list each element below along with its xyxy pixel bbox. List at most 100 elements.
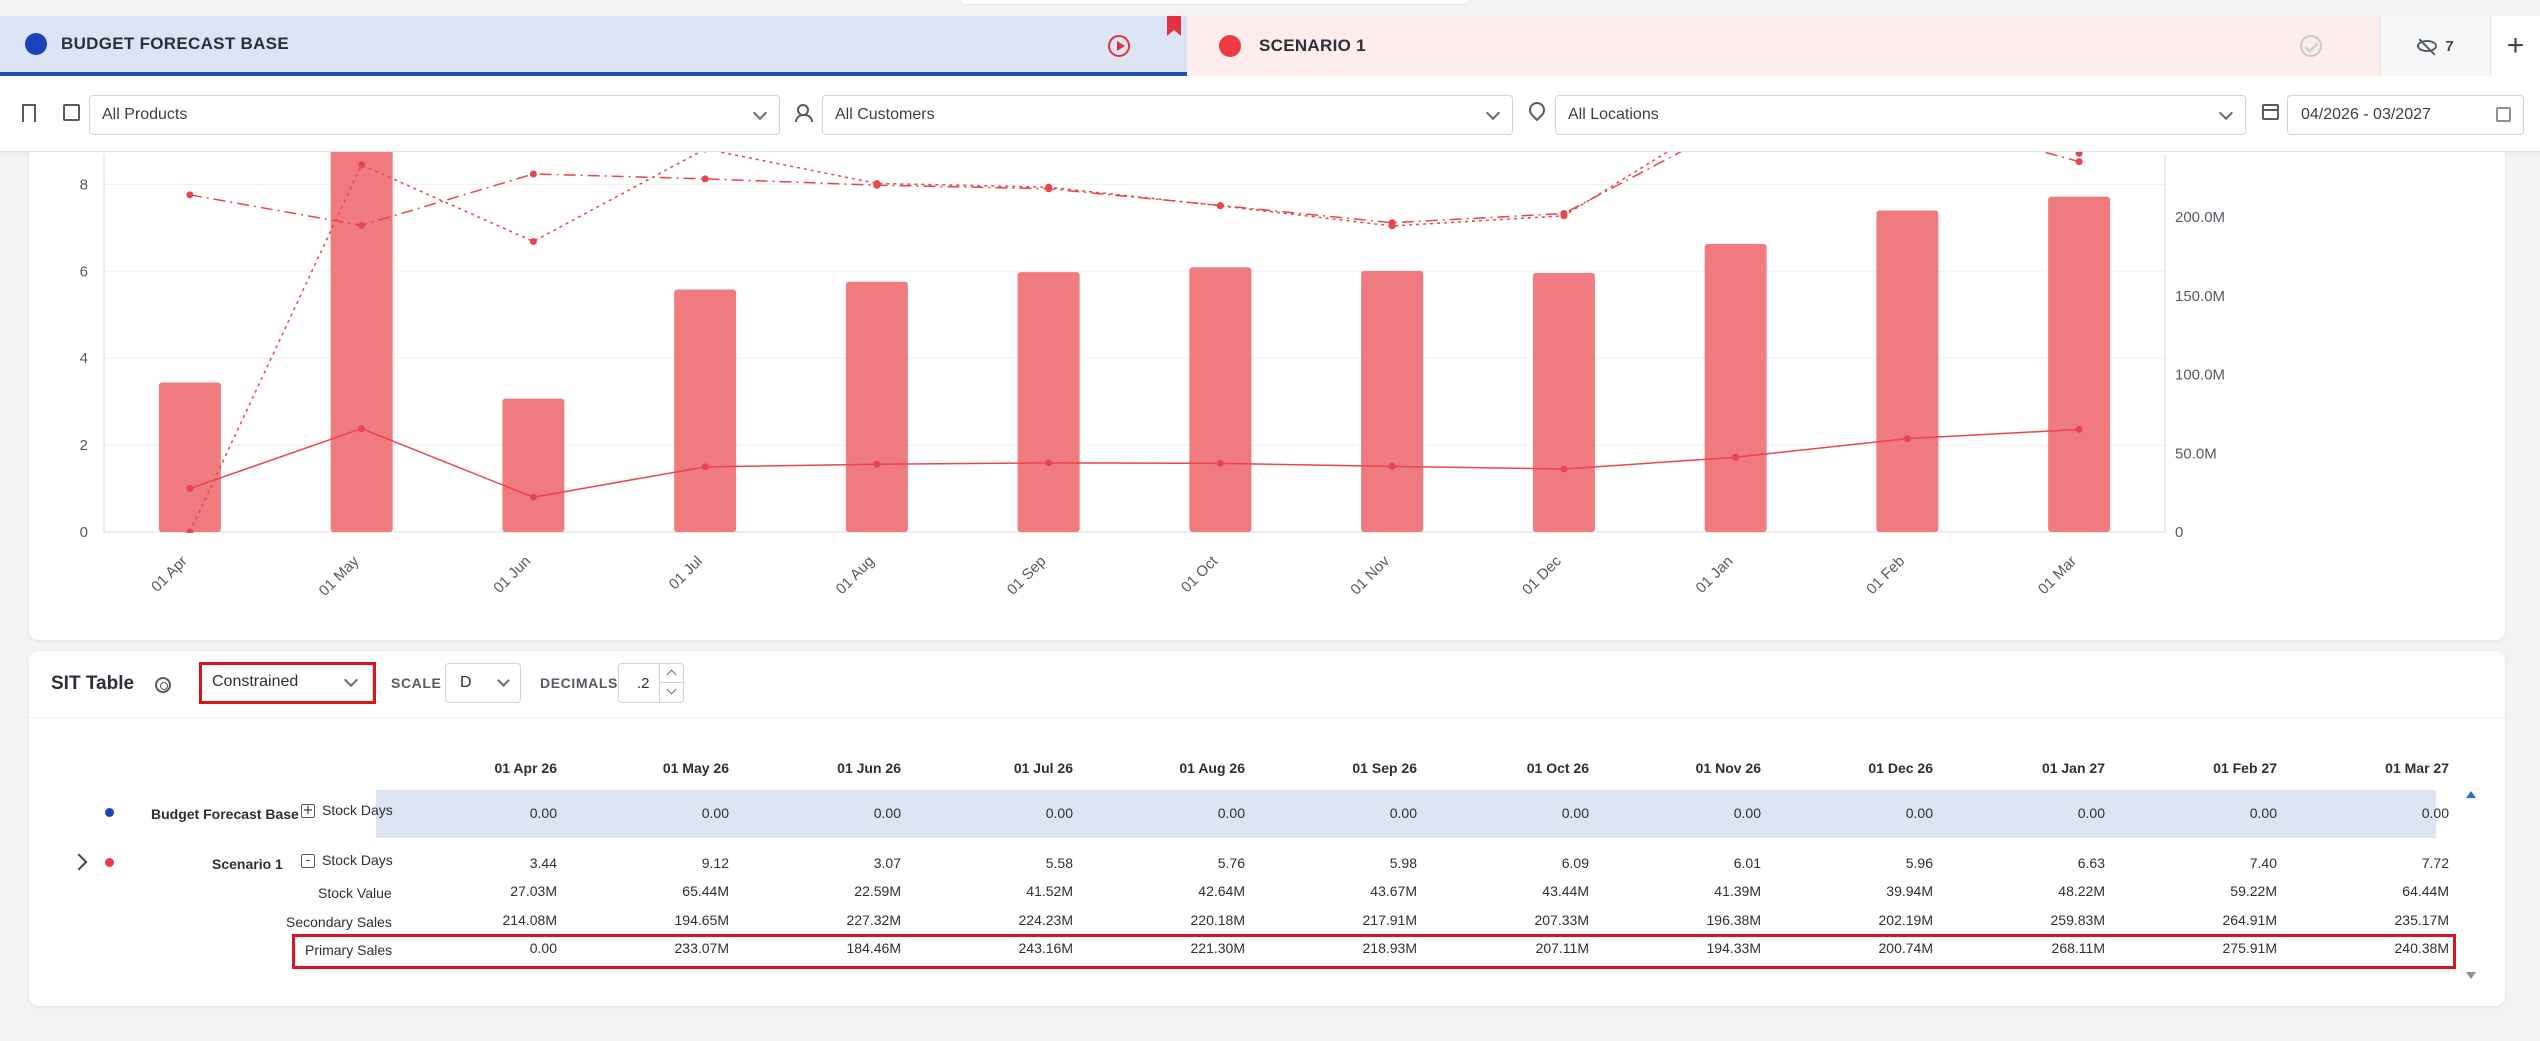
table-cell: 0.00 [1389,805,1417,821]
locations-select-value: All Locations [1568,106,1659,123]
table-cell: 218.93M [1362,940,1417,956]
column-header: 01 Jul 26 [1013,760,1073,776]
series-point [1388,222,1396,230]
gear-icon[interactable] [155,677,171,693]
date-range-input[interactable]: 04/2026 - 03/2027 [2287,95,2524,135]
table-cell: 221.30M [1190,940,1245,956]
products-select-value: All Products [102,106,188,123]
tab-scenario-1[interactable]: SCENARIO 1 [1187,16,2380,76]
hidden-scenarios-button[interactable]: 7 [2380,16,2490,76]
view-select-highlight [199,662,376,704]
view-mode-value: Constrained [212,673,299,690]
table-cell: 0.00 [1733,805,1761,821]
metric-label: Stock Value [318,885,392,901]
scroll-up-arrow[interactable] [2466,791,2476,798]
decimals-stepper[interactable]: .2 [618,663,684,703]
chart-bar [674,289,737,532]
table-cell: 64.44M [2402,883,2449,899]
table-cell: 220.18M [1190,912,1245,928]
bookmark-icon[interactable] [22,104,36,124]
chart-bar [1189,267,1252,532]
tab-base-label: BUDGET FORECAST BASE [61,34,289,53]
table-cell: 43.67M [1370,883,1417,899]
y-left-tick-label: 4 [80,350,88,367]
chart-bar [502,398,565,532]
series-point [1216,459,1224,467]
table-cell: 194.33M [1706,940,1761,956]
combo-chart: 0 2 4 6 8 0 50.0M 100.0M 150.0M 200.0M 01 Apr 01 Ma… [80,152,2225,600]
table-cell: 217.91M [1362,912,1417,928]
table-cell: 0.00 [1217,805,1245,821]
table-cell: 7.40 [2249,855,2277,871]
products-select[interactable]: All Products [89,95,780,135]
table-cell: 5.98 [1389,855,1417,871]
table-cell: 224.23M [1018,912,1073,928]
eye-off-icon [2417,40,2438,52]
chart-card: 0 2 4 6 8 0 50.0M 100.0M 150.0M 200.0M 01 Apr 01 Ma… [29,152,2505,640]
table-cell: 0.00 [2077,805,2105,821]
chevron-down-icon[interactable] [660,683,683,702]
table-cell: 22.59M [854,883,901,899]
series-point [186,485,194,493]
x-tick-label: 01 Oct [1178,552,1222,596]
sit-table-title: SIT Table [51,673,135,694]
customers-select[interactable]: All Customers [822,95,1513,135]
table-cell: 233.07M [674,940,729,956]
x-tick-label: 01 Nov [1347,552,1393,598]
table-cell: 7.72 [2421,855,2449,871]
column-header: 01 Dec 26 [1868,760,1933,776]
scenario-name: Scenario 1 [212,856,283,872]
calendar-icon[interactable] [2496,107,2511,122]
series-point [529,170,537,178]
table-cell: 65.44M [682,883,729,899]
series-point [1045,183,1053,191]
x-tick-label: 01 Jul [666,553,706,593]
series-point [529,493,537,501]
table-cell: 240.38M [2394,940,2449,956]
table-cell: 0.00 [1561,805,1589,821]
x-tick-label: 01 Sep [1004,553,1050,599]
series-line-2 [189,152,2080,227]
base-scenario-name: Budget Forecast Base [151,806,299,822]
table-cell: 3.44 [529,855,557,871]
x-tick-label: 01 Jan [1693,553,1737,597]
column-header: 01 Mar 27 [2385,760,2449,776]
add-scenario-button[interactable]: + [2490,16,2540,76]
scroll-down-arrow[interactable] [2466,972,2476,979]
expand-base-toggle[interactable]: + [301,803,315,818]
collapse-scenario-toggle[interactable]: - [301,854,315,868]
table-cell: 227.32M [846,912,901,928]
series-point [1732,453,1740,461]
check-circle-icon[interactable] [2300,35,2322,57]
column-header: 01 Nov 26 [1695,760,1761,776]
series-point [1560,465,1568,473]
scale-select[interactable]: D [445,663,521,703]
table-cell: 6.63 [2077,855,2105,871]
top-strip [0,0,2540,16]
table-cell: 0.00 [1905,805,1933,821]
table-cell: 0.00 [529,805,557,821]
series-point [358,425,366,433]
scenario-color-dot [1219,35,1241,57]
series-point [186,191,194,199]
top-notch [960,0,1470,5]
table-cell: 275.91M [2222,940,2277,956]
metric-label: Stock Days [322,852,393,868]
series-point [2075,158,2083,166]
table-cell: 5.96 [1905,855,1933,871]
table-cell: 41.52M [1026,883,1073,899]
chevron-down-icon [1485,105,1501,121]
tab-budget-forecast-base[interactable]: BUDGET FORECAST BASE [0,16,1187,76]
chevron-up-icon[interactable] [660,664,683,683]
scenario-tabs: BUDGET FORECAST BASE SCENARIO 1 7 + [0,16,2540,76]
series-line-1 [189,427,2080,499]
decimals-label: DECIMALS [540,675,618,691]
table-cell: 0.00 [2421,805,2449,821]
y-left-tick-label: 2 [80,437,88,454]
primary-sales-highlight [292,934,2456,969]
locations-select[interactable]: All Locations [1555,95,2246,135]
table-cell: 264.91M [2222,912,2277,928]
table-cell: 48.22M [2058,883,2105,899]
series-point [873,460,881,468]
play-circle-icon[interactable] [1108,35,1130,57]
